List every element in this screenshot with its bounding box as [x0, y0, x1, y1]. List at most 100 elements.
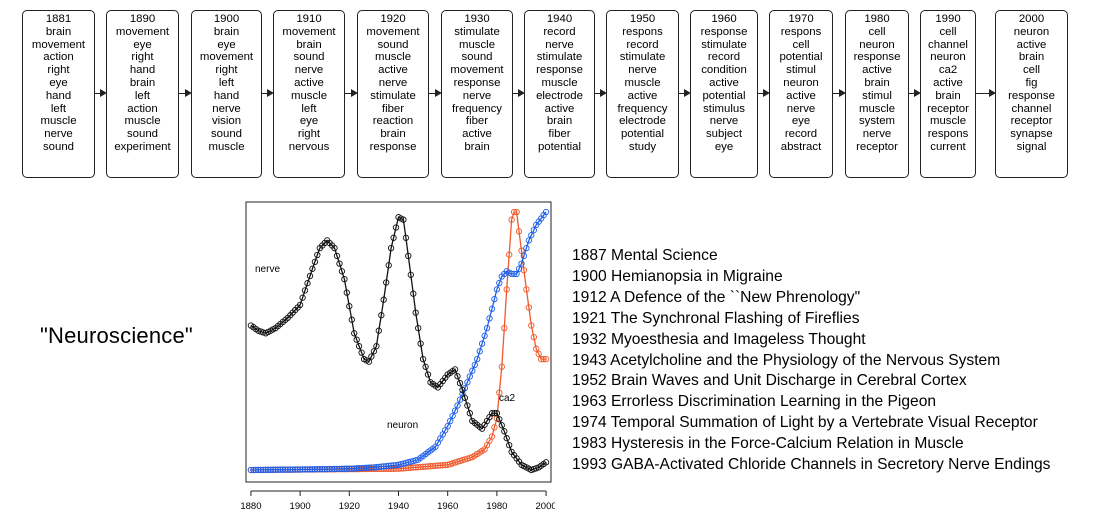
data-point	[292, 466, 299, 473]
data-point	[515, 228, 523, 235]
data-point	[501, 324, 508, 332]
decade-word: nerve	[709, 115, 739, 128]
decade-word: potential	[702, 89, 746, 102]
decade-word: brain	[213, 25, 240, 38]
decade-word: movement	[115, 25, 170, 38]
data-point	[257, 466, 264, 474]
decade-word: left	[134, 89, 151, 102]
decade-year: 1960	[711, 13, 737, 25]
data-point	[412, 464, 419, 471]
data-point	[353, 336, 360, 343]
data-point	[405, 252, 412, 260]
decade-word: response	[1008, 89, 1055, 102]
arrow-icon	[345, 89, 358, 97]
data-point	[282, 466, 289, 473]
decade-box: 1970 respons cell potential stimul neuron acti…	[769, 10, 833, 178]
data-point	[469, 367, 476, 374]
data-point	[387, 244, 395, 252]
data-point	[407, 271, 414, 278]
decade-year: 2000	[1018, 13, 1045, 25]
article-title: 1912 A Defence of the ``New Phrenology"	[572, 288, 861, 306]
data-point	[518, 247, 525, 254]
data-point	[250, 466, 257, 474]
decade-year: 1950	[629, 13, 656, 25]
decade-word: brain	[464, 140, 490, 153]
decade-word: response	[700, 25, 748, 38]
data-point	[510, 270, 518, 278]
article-title: 1963 Errorless Discrimination Learning i…	[572, 393, 937, 411]
decade-year: 1920	[380, 13, 406, 25]
decade-word: movement	[199, 51, 254, 64]
decade-box: 1890 movement eye right hand brain left action m…	[106, 10, 179, 178]
decade-word: sound	[126, 128, 159, 141]
decade-word: muscle	[458, 38, 496, 51]
data-point	[316, 466, 323, 473]
arrow-icon	[595, 89, 607, 97]
data-point	[437, 462, 444, 469]
arrow-icon	[976, 89, 996, 97]
data-point	[272, 466, 279, 473]
decade-word: muscle	[40, 115, 77, 128]
data-point	[336, 465, 343, 473]
decade-word: record	[784, 128, 818, 141]
decade-word: cell	[868, 25, 886, 38]
decade-word: eye	[791, 115, 811, 128]
data-point	[528, 232, 535, 239]
data-point	[451, 407, 459, 414]
decade-year: 1881	[45, 13, 72, 25]
decade-word: muscle	[290, 89, 328, 102]
data-point	[476, 348, 483, 355]
data-point	[306, 466, 314, 473]
decade-word: sound	[377, 38, 409, 51]
decade-word: potential	[620, 128, 665, 141]
decade-word: active	[294, 76, 324, 89]
decade-word: right	[131, 51, 154, 64]
article-title: 1952 Brain Waves and Unit Discharge in C…	[572, 372, 967, 390]
decade-box: 1980 cell neuron response active brain stimul m…	[845, 10, 909, 178]
decade-word: neuron	[859, 38, 895, 51]
decade-word: eye	[714, 140, 734, 153]
decade-word: signal	[1016, 140, 1047, 153]
data-point	[309, 265, 316, 272]
data-point	[378, 312, 385, 319]
decade-word: frequency	[617, 102, 668, 115]
decade-year: 1980	[864, 13, 890, 25]
data-point	[422, 363, 429, 370]
data-point	[520, 252, 528, 260]
data-point	[488, 410, 496, 417]
data-point	[478, 340, 486, 347]
series-label-neuron: neuron	[387, 420, 418, 431]
data-point	[481, 332, 488, 339]
data-point	[319, 465, 326, 473]
arrow-icon	[758, 89, 770, 97]
x-tick-label: 1940	[388, 501, 409, 512]
data-point	[311, 466, 319, 473]
article-title: 1900 Hemianopsia in Migraine	[572, 267, 783, 285]
data-point	[459, 386, 466, 394]
decade-word: stimul	[786, 64, 816, 77]
data-point	[341, 275, 348, 283]
data-point	[375, 327, 382, 334]
data-point	[314, 251, 321, 259]
decade-word: movement	[450, 64, 504, 77]
data-point	[400, 216, 407, 223]
decade-box: 1990 cell channel neuron ca2 active brain recep…	[920, 10, 976, 178]
decade-word: record	[707, 51, 741, 64]
data-point	[483, 324, 491, 332]
data-point	[424, 463, 432, 470]
decade-word: fiber	[381, 102, 405, 115]
data-point	[501, 428, 508, 435]
data-point	[333, 252, 341, 260]
decade-word: system	[858, 115, 896, 128]
decade-word: electrode	[619, 115, 666, 128]
data-point	[299, 466, 306, 473]
data-point	[365, 464, 373, 471]
data-point	[415, 464, 422, 471]
data-point	[296, 301, 304, 309]
decade-word: brain	[864, 76, 890, 89]
decade-word: record	[543, 25, 576, 38]
series-labels: nerve neuron ca2	[255, 264, 516, 431]
data-point	[496, 389, 503, 396]
data-point	[343, 289, 350, 296]
decade-word: sound	[42, 140, 75, 153]
